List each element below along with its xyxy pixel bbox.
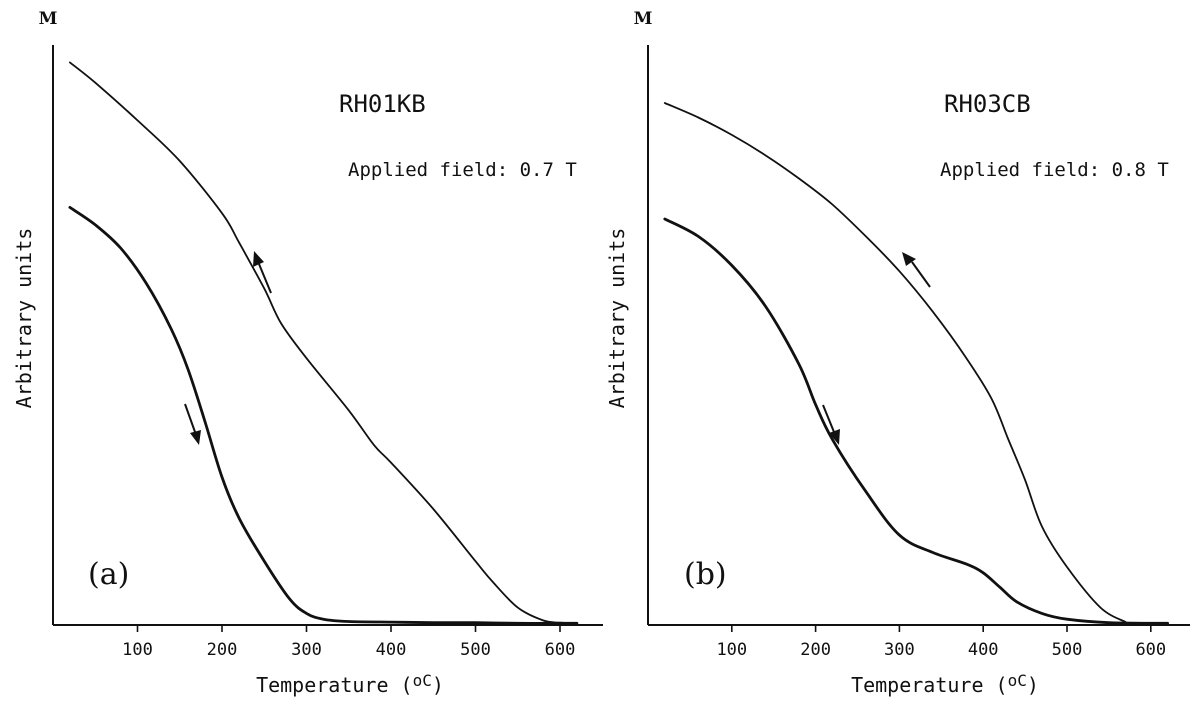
panel-a-x-label-close: ) [432, 673, 444, 697]
panel-b-x-label-base: Temperature ( [851, 673, 1008, 697]
panel-a-heating-arrow [184, 403, 201, 445]
panel-b-field-label: Applied field: 0.8 T [940, 159, 1169, 181]
panel-b-x-tick-label: 500 [1052, 640, 1083, 660]
panel-b-x-tick-label: 300 [884, 640, 915, 660]
panel-a-x-label-base: Temperature ( [256, 673, 413, 697]
panel-a-label: (a) [88, 557, 129, 592]
panel-b-x-tick-label: 100 [716, 640, 747, 660]
panel-b-x-tick-label: 600 [1135, 640, 1166, 660]
panel-a-sample-label: RH01KB [339, 90, 426, 118]
panel-b-y-top-label: M [634, 9, 653, 29]
panel-a-x-tick-label: 600 [545, 640, 576, 660]
panel-a-x-tick-label: 100 [122, 640, 153, 660]
panel-b: M Arbitrary units 100 200 300 400 500 600 Tem… [605, 9, 1190, 697]
panel-b-cooling-arrow [902, 252, 931, 288]
panel-b-x-tick-label: 400 [968, 640, 999, 660]
panel-a-x-tick-label: 200 [207, 640, 238, 660]
panel-b-x-label-unit: oC [1008, 671, 1027, 690]
panel-b-heating-curve [663, 217, 1169, 625]
panel-b-x-tick-labels: 100 200 300 400 500 600 [716, 640, 1166, 660]
panel-a: M Arbitrary units 100 200 300 400 500 600 Tem… [12, 9, 603, 697]
panel-a-y-top-label: M [39, 9, 58, 29]
panel-b-label: (b) [684, 557, 727, 592]
panel-a-cooling-arrow [253, 251, 272, 294]
panel-a-x-tick-label: 500 [460, 640, 491, 660]
panel-b-sample-label: RH03CB [944, 90, 1031, 118]
panel-a-x-ticks [136, 625, 561, 632]
panel-b-y-axis-label: Arbitrary units [605, 228, 629, 409]
panel-b-heating-arrow [822, 404, 840, 445]
panel-b-x-label-close: ) [1027, 673, 1039, 697]
panel-a-x-axis-label: Temperature (oC) [256, 671, 444, 697]
panel-a-x-tick-label: 300 [291, 640, 322, 660]
panel-a-curves [68, 61, 579, 625]
panel-b-curves [663, 102, 1169, 625]
panel-a-heating-curve [68, 206, 579, 625]
panel-a-x-tick-labels: 100 200 300 400 500 600 [122, 640, 575, 660]
panel-a-x-label-unit: oC [413, 671, 432, 690]
panel-b-x-ticks [730, 625, 1152, 632]
panel-b-x-axis-label: Temperature (oC) [851, 671, 1039, 697]
panel-b-x-tick-label: 200 [800, 640, 831, 660]
panel-a-x-tick-label: 400 [376, 640, 407, 660]
panel-b-cooling-curve [663, 102, 1127, 623]
panel-a-cooling-curve [69, 61, 578, 625]
panel-a-y-axis-label: Arbitrary units [12, 228, 36, 409]
panel-a-field-label: Applied field: 0.7 T [348, 159, 577, 181]
